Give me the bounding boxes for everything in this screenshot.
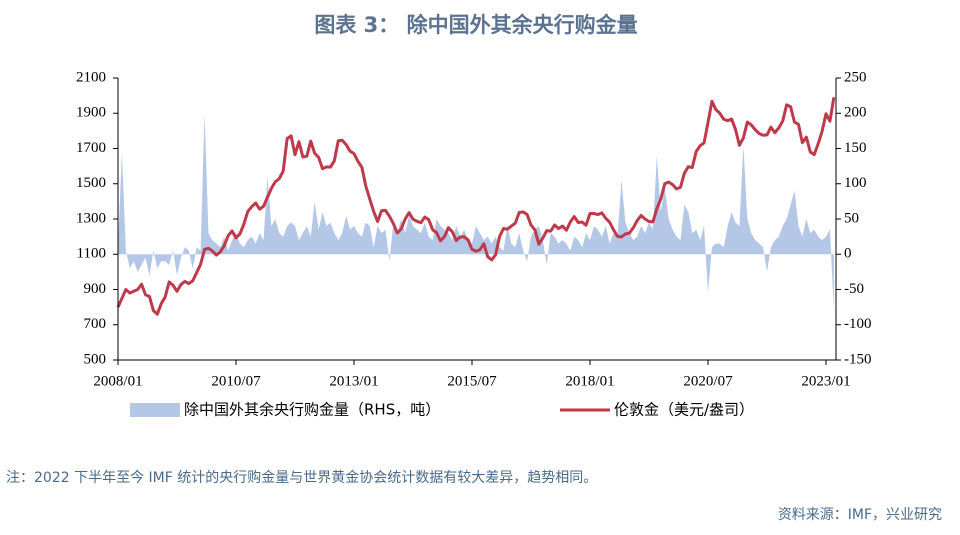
y-tick-label: 1900 xyxy=(76,105,106,121)
y2-tick-label: 50 xyxy=(844,210,859,226)
line xyxy=(116,97,836,316)
y-tick-label: 1700 xyxy=(76,140,106,156)
legend-swatch xyxy=(130,403,180,417)
x-tick-label: 2018/01 xyxy=(565,373,614,389)
y2-tick-label: -50 xyxy=(844,281,864,297)
chart-title: 图表 3： 除中国外其余央行购金量 xyxy=(314,13,637,37)
y2-tick-label: -100 xyxy=(844,316,872,332)
note: 注：2022 下半年至今 IMF 统计的央行购金量与世界黄金协会统计数据有较大差… xyxy=(6,469,597,486)
y2-tick-label: 250 xyxy=(844,69,867,85)
y-tick-label: 1100 xyxy=(77,246,106,262)
x-tick-label: 2015/07 xyxy=(447,373,497,389)
y2-tick-label: 100 xyxy=(844,175,867,191)
y-tick-label: 700 xyxy=(84,316,107,332)
y2-tick-label: 150 xyxy=(844,140,867,156)
source: 资料来源：IMF，兴业研究 xyxy=(778,507,942,523)
y-tick-label: 1500 xyxy=(76,175,106,191)
x-tick-label: 2020/07 xyxy=(683,373,733,389)
x-tick-label: 2008/01 xyxy=(93,373,142,389)
legend-label: 伦敦金（美元/盎司） xyxy=(614,401,754,419)
y-tick-label: 900 xyxy=(84,281,107,297)
x-tick-label: 2013/01 xyxy=(329,373,378,389)
legend-label: 除中国外其余央行购金量（RHS，吨） xyxy=(184,401,440,419)
y2-tick-label: 0 xyxy=(844,246,852,262)
y-tick-label: 2100 xyxy=(76,69,106,85)
y-tick-label: 500 xyxy=(84,351,107,367)
y2-tick-label: 200 xyxy=(844,105,867,121)
area xyxy=(118,113,834,311)
y2-tick-label: -150 xyxy=(844,351,872,367)
y-tick-label: 1300 xyxy=(76,210,106,226)
x-tick-label: 2023/01 xyxy=(801,373,850,389)
x-tick-label: 2010/07 xyxy=(211,373,261,389)
